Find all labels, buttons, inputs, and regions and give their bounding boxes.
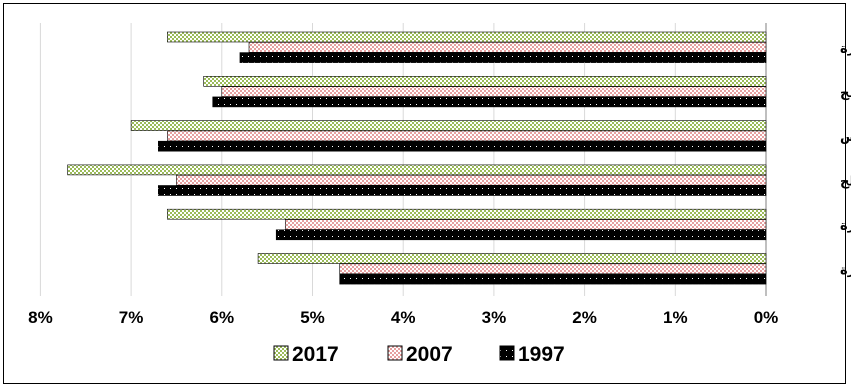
- bar-1997: [339, 273, 767, 285]
- bar-2017: [167, 31, 767, 43]
- bar-1997: [212, 96, 767, 108]
- bar-1997: [158, 185, 767, 196]
- x-tick-label: 1%: [663, 308, 688, 327]
- bar-2017: [67, 164, 767, 176]
- category-label: قطاع غزة: [840, 41, 851, 56]
- bar-2017: [130, 120, 767, 131]
- category-label: غـزة: [840, 219, 851, 234]
- bar-2017: [203, 76, 767, 87]
- bar-1997: [275, 229, 767, 241]
- x-tick-label: 6%: [210, 308, 235, 327]
- legend-swatch-2017: [273, 345, 289, 361]
- bar-2007: [339, 263, 767, 275]
- gridlines: [39, 23, 767, 296]
- bar-2007: [167, 130, 767, 142]
- x-tick-label: 3%: [482, 308, 507, 327]
- bar-2007: [176, 174, 767, 186]
- x-tick-label: 0%: [754, 308, 779, 327]
- x-tick-label: 4%: [391, 308, 416, 327]
- bar-1997: [158, 140, 767, 152]
- bar-2017: [257, 253, 767, 264]
- legend-swatch-2007: [387, 345, 403, 361]
- legend: 2017 2007 1997: [273, 343, 565, 366]
- bars: [67, 31, 767, 285]
- bar-2017: [167, 208, 767, 220]
- legend-label-2007: 2007: [406, 343, 453, 366]
- x-tick-label: 5%: [300, 308, 325, 327]
- x-tick-label: 8%: [28, 308, 53, 327]
- category-label: رفـح: [840, 86, 851, 101]
- x-axis-tick-labels: 0% 1% 2% 3% 4% 5% 6% 7% 8%: [28, 308, 778, 327]
- legend-label-2017: 2017: [292, 343, 339, 366]
- x-tick-label: 2%: [572, 308, 597, 327]
- legend-label-1997: 1997: [518, 343, 565, 366]
- bar-1997: [239, 52, 767, 63]
- category-label: دير البلح: [840, 174, 851, 189]
- bar-2007: [248, 41, 767, 53]
- category-label: شمال غزة: [840, 263, 851, 278]
- category-labels: قطاع غزة رفـح خانيونس دير البلح غـزة شمال غزة: [840, 41, 851, 278]
- bar-2007: [284, 219, 767, 230]
- x-tick-label: 7%: [119, 308, 144, 327]
- bar-2007: [221, 86, 767, 97]
- legend-swatch-1997: [499, 345, 515, 361]
- category-label: خانيونس: [840, 130, 851, 145]
